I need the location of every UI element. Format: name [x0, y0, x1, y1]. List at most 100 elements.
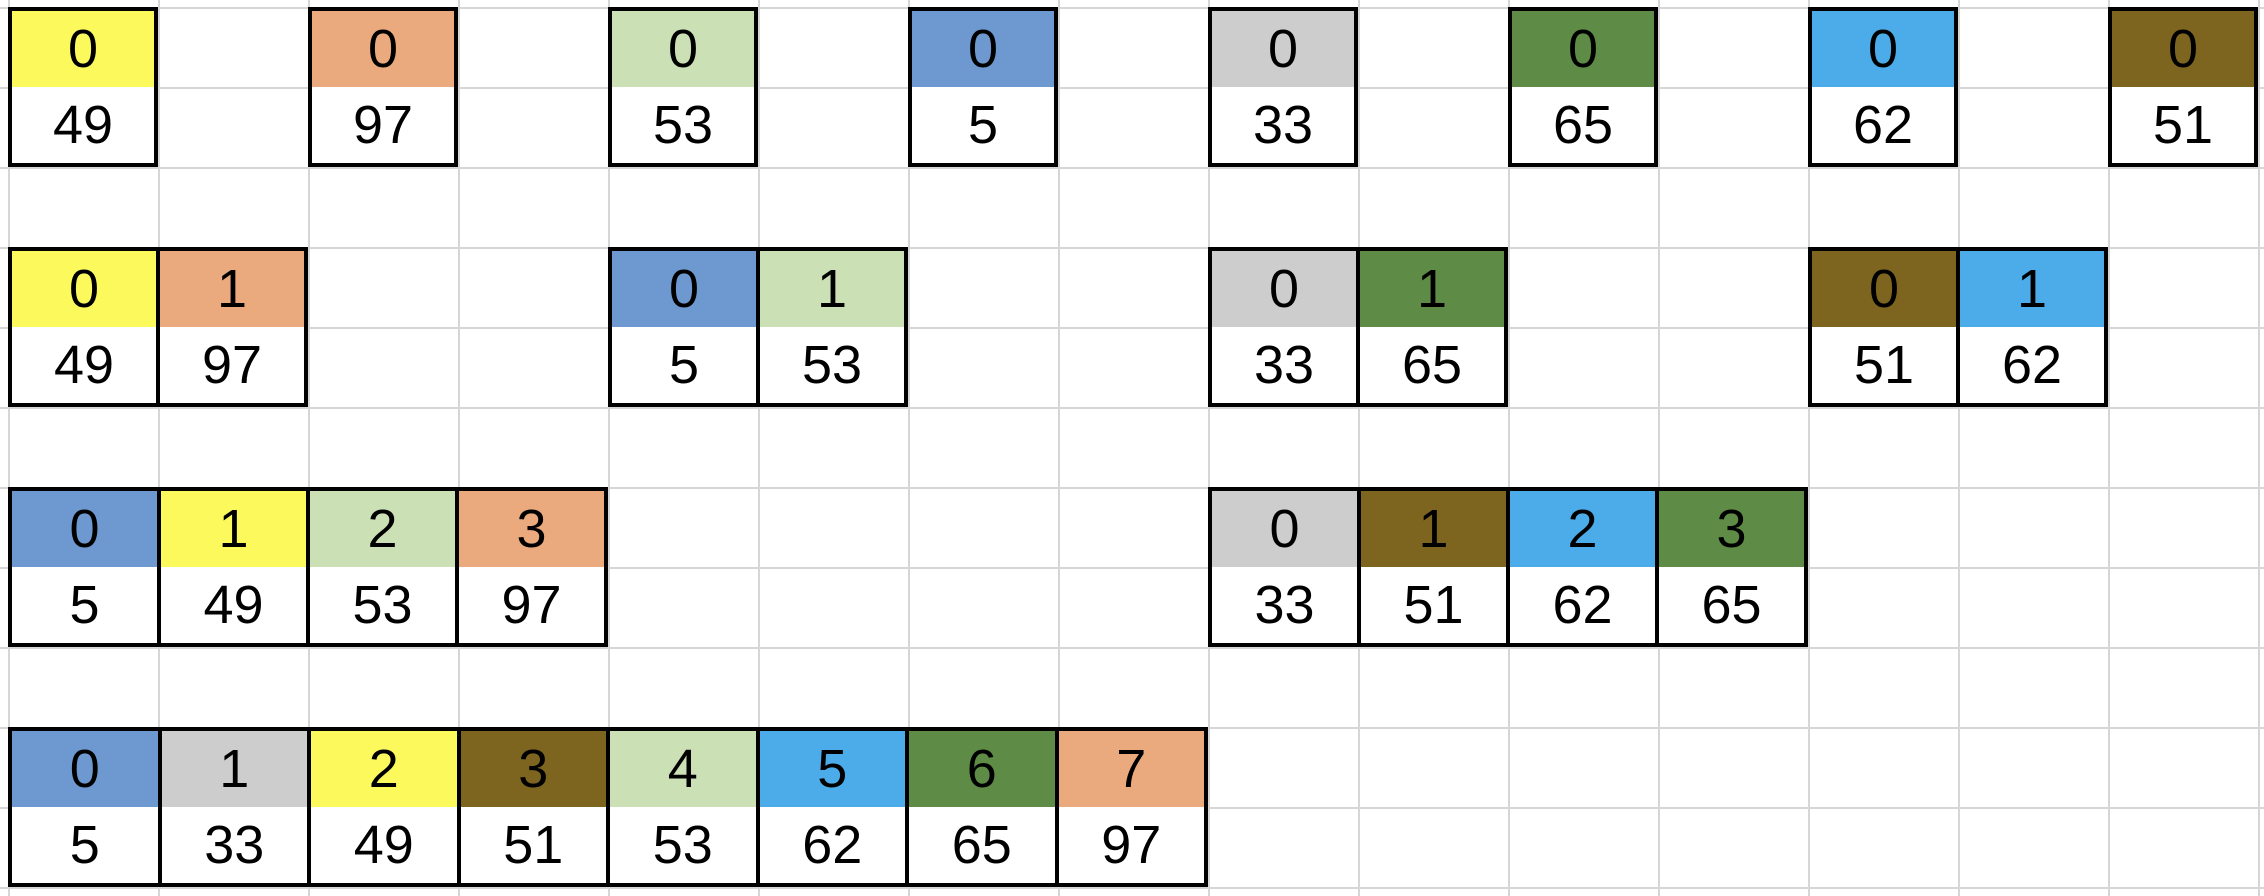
- array-cell[interactable]: 0 97: [312, 11, 454, 163]
- merge-block-level1-7: 0 62: [1808, 7, 1958, 167]
- cell-value: 53: [310, 567, 455, 643]
- array-cell[interactable]: 0 49: [12, 11, 154, 163]
- cell-index: 0: [912, 11, 1054, 87]
- cell-index: 5: [759, 731, 905, 807]
- cell-value: 53: [612, 87, 754, 163]
- array-cell[interactable]: 0 53: [612, 11, 754, 163]
- cell-index: 0: [12, 251, 156, 327]
- cell-index: 1: [1361, 491, 1506, 567]
- merge-block-level1-3: 0 53: [608, 7, 758, 167]
- cell-index: 0: [612, 251, 756, 327]
- cell-value: 49: [12, 327, 156, 403]
- cell-value: 49: [161, 567, 306, 643]
- array-cell[interactable]: 3 51: [456, 731, 606, 883]
- cell-value: 33: [1212, 567, 1357, 643]
- cell-index: 2: [310, 491, 455, 567]
- array-cell[interactable]: 1 49: [157, 491, 306, 643]
- cell-index: 0: [1212, 251, 1356, 327]
- array-cell[interactable]: 2 62: [1506, 491, 1655, 643]
- cell-index: 4: [610, 731, 756, 807]
- array-cell[interactable]: 0 51: [1812, 251, 1956, 403]
- cell-value: 97: [312, 87, 454, 163]
- array-cell[interactable]: 3 65: [1655, 491, 1804, 643]
- cell-index: 3: [460, 731, 606, 807]
- array-cell[interactable]: 0 33: [1212, 491, 1357, 643]
- cell-value: 33: [1212, 327, 1356, 403]
- cell-value: 49: [12, 87, 154, 163]
- cell-value: 65: [1659, 567, 1804, 643]
- cell-value: 5: [912, 87, 1054, 163]
- array-cell[interactable]: 7 97: [1054, 731, 1204, 883]
- merge-block-level2-1: 0 49 1 97: [8, 247, 308, 407]
- merge-block-level1-6: 0 65: [1508, 7, 1658, 167]
- array-cell[interactable]: 1 53: [756, 251, 904, 403]
- array-cell[interactable]: 0 33: [1212, 251, 1356, 403]
- merge-block-level4-1: 0 5 1 33 2 49 3 51 4 53 5 62 6 65 7 97: [8, 727, 1208, 887]
- cell-value: 62: [759, 807, 905, 883]
- merge-block-level2-4: 0 51 1 62: [1808, 247, 2108, 407]
- cell-value: 51: [1812, 327, 1956, 403]
- cell-value: 33: [161, 807, 307, 883]
- cell-index: 1: [160, 251, 304, 327]
- merge-block-level3-2: 0 33 1 51 2 62 3 65: [1208, 487, 1808, 647]
- array-cell[interactable]: 1 62: [1956, 251, 2104, 403]
- cell-index: 1: [1360, 251, 1504, 327]
- merge-block-level2-3: 0 33 1 65: [1208, 247, 1508, 407]
- cell-value: 65: [909, 807, 1055, 883]
- cell-index: 0: [1812, 11, 1954, 87]
- array-cell[interactable]: 6 65: [905, 731, 1055, 883]
- merge-block-level1-1: 0 49: [8, 7, 158, 167]
- cell-value: 97: [160, 327, 304, 403]
- array-cell[interactable]: 0 65: [1512, 11, 1654, 163]
- cell-index: 3: [459, 491, 604, 567]
- cell-value: 51: [2112, 87, 2254, 163]
- cell-index: 2: [311, 731, 457, 807]
- cell-index: 0: [312, 11, 454, 87]
- cell-index: 1: [1960, 251, 2104, 327]
- array-cell[interactable]: 1 51: [1357, 491, 1506, 643]
- cell-index: 3: [1659, 491, 1804, 567]
- merge-block-level1-5: 0 33: [1208, 7, 1358, 167]
- array-cell[interactable]: 2 53: [306, 491, 455, 643]
- cell-value: 5: [12, 567, 157, 643]
- cell-index: 1: [760, 251, 904, 327]
- cell-index: 1: [161, 731, 307, 807]
- cell-value: 62: [1812, 87, 1954, 163]
- array-cell[interactable]: 1 97: [156, 251, 304, 403]
- cell-index: 0: [612, 11, 754, 87]
- array-cell[interactable]: 2 49: [307, 731, 457, 883]
- array-cell[interactable]: 4 53: [606, 731, 756, 883]
- cell-value: 65: [1360, 327, 1504, 403]
- merge-block-level3-1: 0 5 1 49 2 53 3 97: [8, 487, 608, 647]
- cell-value: 53: [760, 327, 904, 403]
- cell-value: 51: [460, 807, 606, 883]
- cell-value: 33: [1212, 87, 1354, 163]
- cell-value: 5: [612, 327, 756, 403]
- cell-value: 53: [610, 807, 756, 883]
- array-cell[interactable]: 1 33: [157, 731, 307, 883]
- cell-index: 6: [909, 731, 1055, 807]
- array-cell[interactable]: 1 65: [1356, 251, 1504, 403]
- array-cell[interactable]: 0 51: [2112, 11, 2254, 163]
- cell-index: 0: [2112, 11, 2254, 87]
- cell-index: 0: [12, 491, 157, 567]
- merge-block-level1-8: 0 51: [2108, 7, 2258, 167]
- array-cell[interactable]: 0 33: [1212, 11, 1354, 163]
- cell-index: 0: [1812, 251, 1956, 327]
- merge-block-level2-2: 0 5 1 53: [608, 247, 908, 407]
- array-cell[interactable]: 0 62: [1812, 11, 1954, 163]
- cell-index: 0: [1212, 11, 1354, 87]
- cell-value: 97: [1058, 807, 1204, 883]
- cell-value: 97: [459, 567, 604, 643]
- array-cell[interactable]: 3 97: [455, 491, 604, 643]
- array-cell[interactable]: 5 62: [755, 731, 905, 883]
- cell-index: 0: [1212, 491, 1357, 567]
- cell-value: 65: [1512, 87, 1654, 163]
- array-cell[interactable]: 0 49: [12, 251, 156, 403]
- cell-index: 7: [1058, 731, 1204, 807]
